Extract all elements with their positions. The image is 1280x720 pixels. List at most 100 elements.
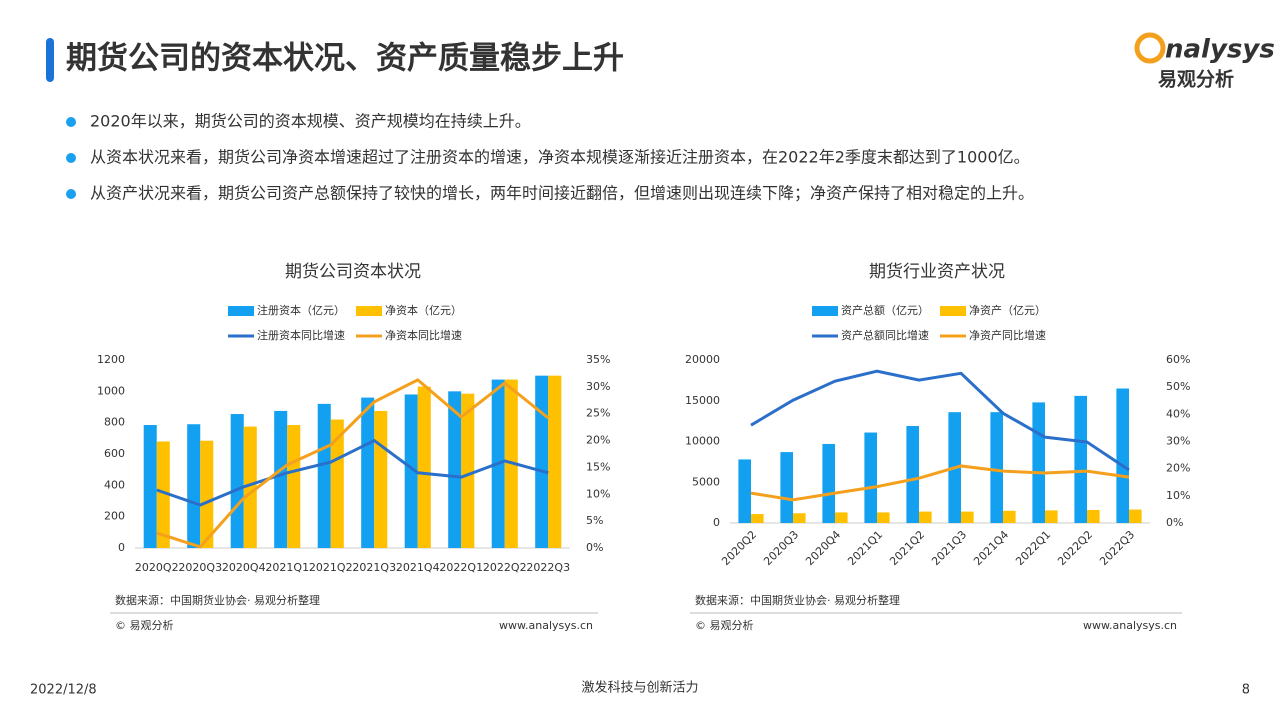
bar: [1032, 402, 1045, 523]
y2-tick-label: 15%: [586, 460, 610, 473]
y-tick-label: 10000: [685, 435, 720, 448]
x-tick-label: 2022Q1: [439, 561, 483, 574]
bar: [990, 412, 1003, 523]
bar: [230, 414, 244, 548]
line-series: [156, 438, 549, 507]
bullet-text: 2020年以来，期货公司的资本规模、资产规模均在持续上升。: [90, 112, 531, 131]
bar: [751, 514, 764, 523]
x-tick-label: 2022Q1: [1013, 528, 1053, 568]
legend-swatch: [228, 306, 254, 316]
bullet-text: 从资产状况来看，期货公司资产总额保持了较快的增长，两年时间接近翻倍，但增速则出现…: [90, 184, 1034, 203]
legend-label: 净资本（亿元）: [385, 303, 462, 317]
title-accent: [46, 38, 54, 82]
bar: [156, 441, 170, 548]
y-tick-label: 400: [104, 478, 125, 491]
x-tick-label: 2020Q3: [761, 528, 801, 568]
bar: [1116, 388, 1129, 523]
y-tick-label: 5000: [692, 475, 720, 488]
bar: [919, 511, 932, 523]
x-tick-label: 2021Q1: [265, 561, 309, 574]
bar: [780, 452, 793, 523]
y2-tick-label: 10%: [586, 487, 610, 500]
x-tick-label: 2020Q4: [222, 561, 266, 574]
y2-tick-label: 5%: [586, 514, 603, 527]
bar: [835, 512, 848, 523]
y-tick-label: 200: [104, 510, 125, 523]
x-tick-label: 2021Q3: [352, 561, 396, 574]
y-tick-label: 600: [104, 447, 125, 460]
line-series: [750, 464, 1130, 502]
y2-tick-label: 30%: [586, 380, 610, 393]
legend-label: 资产总额同比增速: [841, 328, 929, 342]
y-tick-label: 1200: [97, 353, 125, 366]
legend-label: 注册资本（亿元）: [257, 303, 345, 317]
line-series: [750, 369, 1130, 472]
y-tick-label: 0: [713, 516, 720, 529]
bar: [961, 511, 974, 523]
bar: [1129, 509, 1142, 523]
y2-tick-label: 35%: [586, 353, 610, 366]
footer-date: 2022/12/8: [30, 683, 97, 698]
bar: [793, 513, 806, 523]
x-tick-label: 2021Q4: [396, 561, 440, 574]
bar: [448, 391, 462, 548]
page-number: 8: [1242, 683, 1250, 698]
x-tick-label: 2021Q3: [929, 528, 969, 568]
slide-title: 期货公司的资本状况、资产质量稳步上升: [66, 41, 624, 77]
y2-tick-label: 50%: [1166, 380, 1190, 393]
y2-tick-label: 20%: [586, 434, 610, 447]
legend-label: 净资产（亿元）: [969, 303, 1046, 317]
bullet-text: 从资本状况来看，期货公司净资本增速超过了注册资本的增速，净资本规模逐渐接近注册资…: [90, 148, 1030, 167]
y-tick-label: 20000: [685, 353, 720, 366]
bar: [877, 512, 890, 523]
x-tick-label: 2022Q3: [526, 561, 570, 574]
bar: [1074, 395, 1087, 523]
x-tick-label: 2021Q2: [309, 561, 353, 574]
x-tick-label: 2022Q3: [1097, 528, 1137, 568]
copyright: © 易观分析: [115, 618, 174, 632]
legend-swatch: [940, 306, 966, 316]
bar: [738, 459, 751, 523]
line-series: [156, 378, 550, 549]
y2-tick-label: 20%: [1166, 462, 1190, 475]
y-tick-label: 15000: [685, 394, 720, 407]
legend-swatch: [356, 306, 382, 316]
logo-sub: 易观分析: [1158, 68, 1234, 91]
logo-mark: [1134, 32, 1166, 64]
bullet-dot: [66, 189, 76, 199]
copyright: © 易观分析: [695, 618, 754, 632]
y-tick-label: 0: [118, 541, 125, 554]
bar: [404, 394, 418, 548]
bar: [864, 432, 877, 523]
y2-tick-label: 40%: [1166, 407, 1190, 420]
bar: [317, 403, 331, 548]
bar: [535, 375, 549, 548]
x-tick-label: 2020Q2: [135, 561, 179, 574]
bar: [374, 410, 388, 548]
y2-tick-label: 0%: [1166, 516, 1183, 529]
legend-swatch: [812, 306, 838, 316]
bar: [906, 426, 919, 523]
bullet-dot: [66, 117, 76, 127]
bar: [461, 393, 475, 548]
y-tick-label: 800: [104, 416, 125, 429]
y2-tick-label: 25%: [586, 407, 610, 420]
y2-tick-label: 30%: [1166, 435, 1190, 448]
x-tick-label: 2022Q2: [483, 561, 527, 574]
legend-label: 注册资本同比增速: [257, 328, 345, 342]
chart-title: 期货行业资产状况: [869, 262, 1005, 282]
x-tick-label: 2021Q1: [845, 528, 885, 568]
bar: [274, 410, 288, 548]
bar: [187, 424, 201, 548]
x-tick-label: 2020Q2: [719, 528, 759, 568]
legend-label: 资产总额（亿元）: [841, 303, 929, 317]
site: www.analysys.cn: [499, 619, 593, 632]
y2-tick-label: 60%: [1166, 353, 1190, 366]
bar: [1003, 510, 1016, 523]
bar: [330, 419, 344, 548]
bar: [1045, 510, 1058, 523]
bar: [548, 375, 562, 548]
bar: [143, 425, 157, 548]
footer-slogan: 激发科技与创新活力: [581, 680, 698, 696]
